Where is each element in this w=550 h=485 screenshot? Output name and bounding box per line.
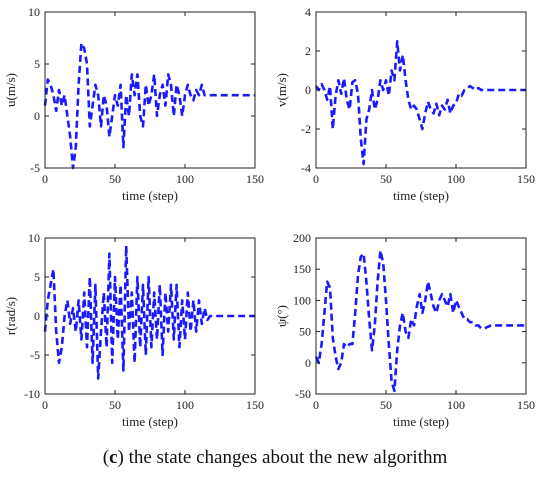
y-tick-label: 150: [293, 262, 311, 276]
y-tick-label: 5: [34, 57, 40, 71]
plot-frame: [315, 237, 527, 395]
y-tick-label: 0: [34, 109, 40, 123]
y-tick-label: -5: [30, 348, 40, 362]
chart-panel-3: 0 50 100 150 -10 -5 0 5 10 time (step) r(rad/s): [3, 231, 264, 429]
y-tick-label: 200: [293, 231, 311, 245]
x-tick-label: 50: [380, 172, 392, 186]
caption-open: (: [102, 447, 110, 468]
x-tick-label: 100: [176, 398, 194, 412]
series-line: [314, 249, 526, 393]
x-axis-label: time (step): [393, 188, 449, 203]
y-axis-label: r(rad/s): [3, 297, 18, 335]
y-tick-label: 2: [305, 44, 311, 58]
x-tick-label: 50: [109, 398, 121, 412]
series-line: [43, 41, 255, 170]
plot-frame: [44, 11, 256, 169]
figure-caption: (c) the state changes about the new algo…: [0, 447, 550, 469]
y-tick-label: -2: [301, 122, 311, 136]
caption-close: ): [117, 447, 124, 468]
y-tick-label: -10: [24, 387, 40, 401]
x-axis-label: time (step): [122, 188, 178, 203]
x-tick-label: 150: [517, 398, 535, 412]
y-tick-label: 0: [305, 83, 311, 97]
y-tick-label: 4: [305, 5, 311, 19]
chart-panel-2: 0 50 100 150 -4 -2 0 2 4 time (step) v(m/s): [274, 5, 535, 203]
x-tick-label: 50: [109, 172, 121, 186]
series-line: [314, 40, 526, 166]
caption-tag: c: [109, 447, 118, 468]
y-tick-label: -4: [301, 161, 311, 175]
x-tick-label: 0: [42, 172, 48, 186]
x-tick-label: 0: [42, 398, 48, 412]
y-axis-label: v(m/s): [274, 73, 289, 107]
x-tick-label: 0: [313, 172, 319, 186]
caption-text: the state changes about the new algorith…: [123, 447, 448, 468]
y-tick-label: 50: [299, 325, 311, 339]
series-line: [43, 244, 255, 380]
x-tick-label: 0: [313, 398, 319, 412]
y-tick-label: 100: [293, 293, 311, 307]
y-tick-label: 10: [28, 231, 40, 245]
y-tick-label: 5: [34, 270, 40, 284]
x-tick-label: 100: [447, 398, 465, 412]
x-axis-label: time (step): [122, 414, 178, 429]
y-tick-label: -50: [295, 387, 311, 401]
y-tick-label: 0: [305, 356, 311, 370]
x-axis-label: time (step): [393, 414, 449, 429]
x-tick-label: 50: [380, 398, 392, 412]
plot-frame: [315, 11, 527, 169]
y-tick-label: -5: [30, 161, 40, 175]
x-tick-label: 150: [246, 172, 264, 186]
y-tick-label: 0: [34, 309, 40, 323]
y-axis-label: ψ(°): [274, 305, 289, 327]
y-axis-label: u(m/s): [3, 73, 18, 107]
x-tick-label: 150: [517, 172, 535, 186]
x-tick-label: 100: [176, 172, 194, 186]
y-tick-label: 10: [28, 5, 40, 19]
x-tick-label: 100: [447, 172, 465, 186]
x-tick-label: 150: [246, 398, 264, 412]
